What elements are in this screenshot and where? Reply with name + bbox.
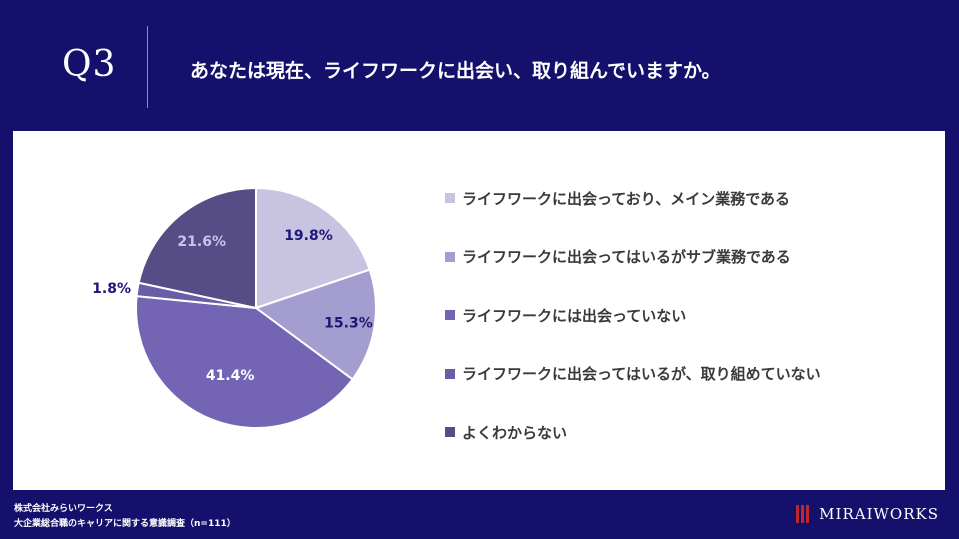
logo-mark-icon [796, 505, 811, 523]
footer-survey: 大企業総合職のキャリアに関する意識調査（n=111） [14, 519, 236, 529]
pie-label-4: 1.8% [92, 281, 131, 297]
chart-panel: 19.8% 15.3% 41.4% 1.8% 21.6% ライフワークに出会っており、メ… [13, 131, 945, 490]
pie-label-5: 21.6% [177, 234, 226, 250]
question-title: あなたは現在、ライフワークに出会い、取り組んでいますか。 [190, 60, 721, 82]
pie-slice-5 [137, 186, 257, 310]
question-number: Q3 [62, 44, 117, 85]
legend-item-1: ライフワークに出会っており、メイン業務である [445, 188, 821, 208]
pie-label-3: 41.4% [206, 368, 255, 384]
legend-item-3: ライフワークには出会っていない [445, 305, 821, 325]
chart-legend: ライフワークに出会っており、メイン業務である ライフワークに出会ってはいるがサブ業… [445, 188, 821, 481]
legend-label-5: よくわからない [462, 423, 568, 442]
footer-company: 株式会社みらいワークス [14, 504, 113, 514]
legend-label-1: ライフワークに出会っており、メイン業務である [462, 189, 791, 208]
legend-swatch-2 [445, 251, 455, 262]
mirai-works-logo: MIRAIWORKS [796, 505, 939, 523]
legend-label-4: ライフワークに出会ってはいるが、取り組めていない [462, 365, 821, 383]
pie-chart: 19.8% 15.3% 41.4% 1.8% 21.6% [92, 186, 377, 429]
legend-label-3: ライフワークには出会っていない [462, 306, 687, 325]
legend-item-2: ライフワークに出会ってはいるがサブ業務である [445, 247, 821, 267]
pie-label-2: 15.3% [324, 316, 373, 332]
legend-swatch-5 [445, 427, 455, 437]
legend-item-4: ライフワークに出会ってはいるが、取り組めていない [445, 364, 821, 384]
pie-slice-2 [253, 268, 377, 381]
logo-text: MIRAIWORKS [819, 505, 939, 523]
legend-swatch-3 [445, 310, 455, 320]
pie-label-1: 19.8% [284, 228, 333, 244]
pie-slice-1 [255, 186, 371, 310]
header-divider [147, 26, 148, 108]
legend-label-2: ライフワークに出会ってはいるがサブ業務である [462, 248, 791, 266]
legend-swatch-1 [445, 193, 455, 203]
legend-item-5: よくわからない [445, 422, 821, 442]
pie-slice-3 [135, 295, 354, 429]
legend-swatch-4 [445, 368, 455, 379]
